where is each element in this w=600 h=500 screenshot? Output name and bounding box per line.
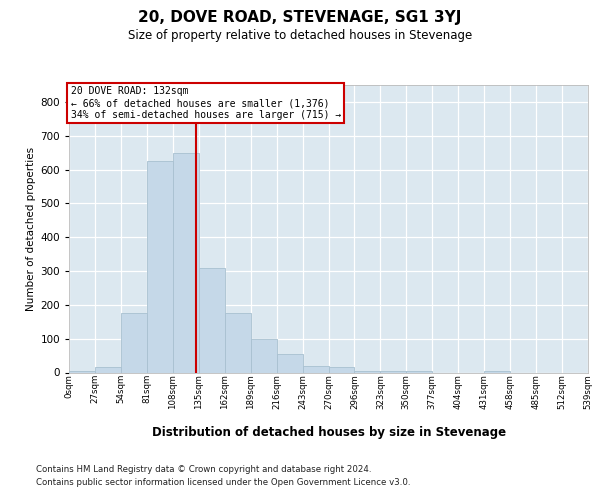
Bar: [69, 371, 95, 372]
Bar: [329, 368, 355, 372]
Text: 20 DOVE ROAD: 132sqm
← 66% of detached houses are smaller (1,376)
34% of semi-de: 20 DOVE ROAD: 132sqm ← 66% of detached h…: [71, 86, 341, 120]
Bar: [251, 338, 277, 372]
Bar: [277, 354, 302, 372]
Text: Size of property relative to detached houses in Stevenage: Size of property relative to detached ho…: [128, 30, 472, 43]
Bar: [484, 371, 510, 372]
Bar: [173, 152, 199, 372]
Text: Contains HM Land Registry data © Crown copyright and database right 2024.: Contains HM Land Registry data © Crown c…: [36, 466, 371, 474]
Bar: [95, 368, 121, 372]
Bar: [199, 268, 224, 372]
Text: 20, DOVE ROAD, STEVENAGE, SG1 3YJ: 20, DOVE ROAD, STEVENAGE, SG1 3YJ: [139, 10, 461, 25]
Text: Distribution of detached houses by size in Stevenage: Distribution of detached houses by size …: [152, 426, 506, 439]
Bar: [225, 314, 251, 372]
Text: Contains public sector information licensed under the Open Government Licence v3: Contains public sector information licen…: [36, 478, 410, 487]
Bar: [147, 161, 173, 372]
Y-axis label: Number of detached properties: Number of detached properties: [26, 146, 36, 311]
Bar: [121, 314, 147, 372]
Bar: [380, 371, 406, 372]
Bar: [406, 371, 432, 372]
Bar: [355, 371, 380, 372]
Bar: [302, 366, 329, 372]
